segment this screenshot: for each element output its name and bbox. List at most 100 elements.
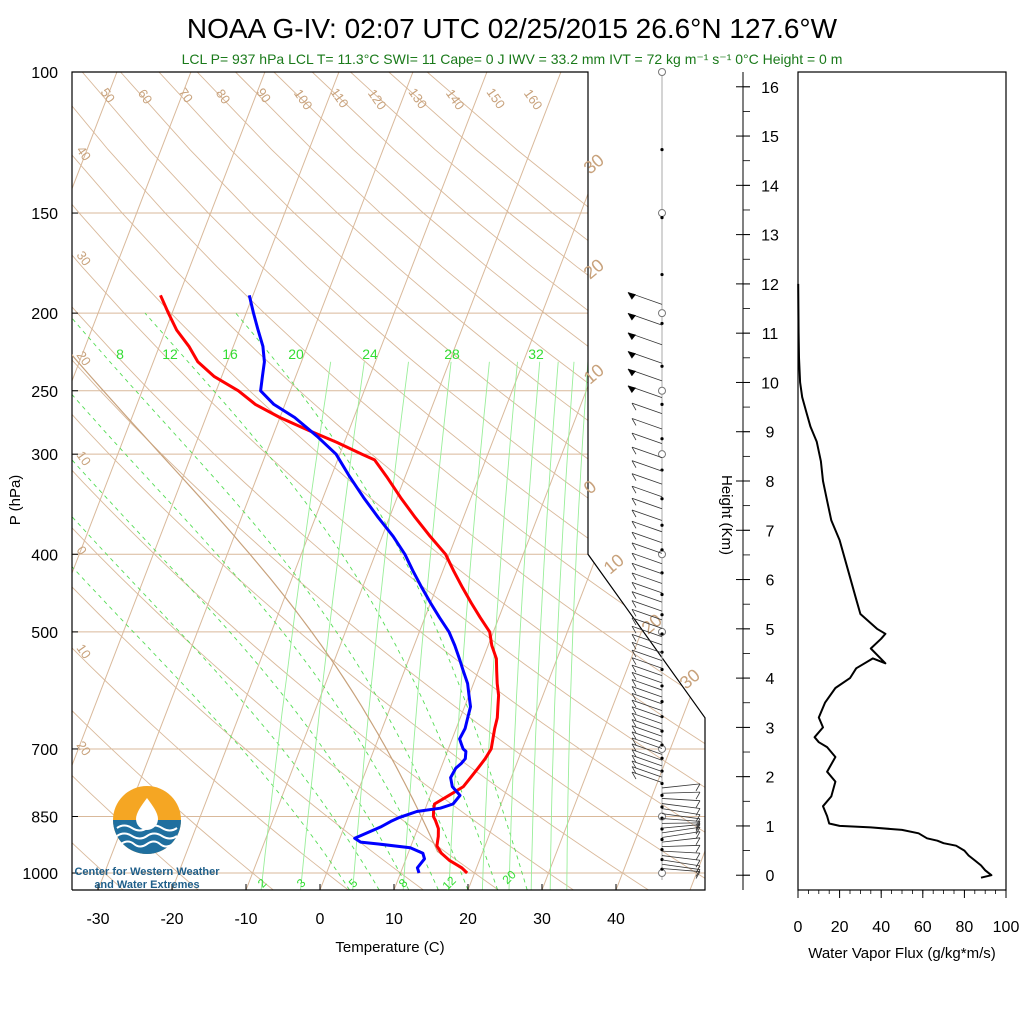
wind-barb	[631, 743, 663, 755]
y-axis-label: P (hPa)	[7, 475, 24, 526]
wind-barb-feather	[631, 725, 637, 733]
height-tick-label: 0	[766, 868, 775, 885]
wind-barb	[661, 831, 701, 838]
wind-barb-feather	[631, 634, 637, 642]
wind-level-dot	[660, 769, 664, 773]
wind-barb-feather	[695, 791, 701, 800]
wind-barb	[631, 749, 663, 761]
wind-barb	[631, 755, 663, 767]
wind-barb-pennant	[628, 332, 636, 340]
wind-level-dot	[660, 700, 664, 704]
flux-x-tick-label: 0	[794, 919, 803, 936]
wind-barb	[631, 641, 663, 654]
flux-x-tick-label: 40	[872, 919, 890, 936]
x-axis-label: Temperature (C)	[335, 939, 444, 956]
wind-level-dot	[660, 216, 664, 220]
wind-level-dot	[660, 650, 664, 654]
wind-barb	[631, 591, 663, 603]
mixing-ratio-label: 8	[116, 346, 124, 362]
wind-barb-feather	[631, 626, 637, 634]
wind-barb	[631, 649, 663, 661]
wind-barb-feather	[631, 617, 637, 626]
height-tick-label: 11	[762, 326, 779, 343]
wind-barb	[631, 771, 663, 783]
wind-barb	[631, 672, 663, 684]
wind-barb	[631, 473, 663, 485]
wind-barb	[661, 791, 701, 794]
y-tick-label: 500	[31, 625, 58, 642]
dry-adiabat-line	[81, 72, 705, 890]
wind-barb-feather	[631, 743, 637, 752]
wind-barb-feather	[631, 755, 637, 763]
wind-barb-feather	[695, 783, 701, 792]
x-tick-label: 0	[316, 911, 325, 928]
wind-barb-feather	[631, 498, 637, 506]
wind-barb-feather	[631, 582, 637, 590]
height-tick-label: 15	[761, 129, 779, 146]
wind-barb	[631, 625, 663, 638]
wind-level-circle	[658, 68, 666, 76]
wind-barb	[631, 460, 663, 472]
wind-barb-feather	[631, 563, 637, 571]
temperature-line	[159, 294, 501, 875]
mixing-ratio-label: 20	[288, 346, 304, 362]
wind-level-dot	[660, 756, 664, 760]
mixing-ratio-line	[566, 361, 589, 890]
wind-barb	[631, 520, 663, 533]
wind-barb-feather	[631, 486, 637, 494]
wind-level-dot	[660, 632, 664, 636]
wind-barb	[631, 725, 663, 737]
wind-barb	[631, 731, 663, 743]
dry-adiabat-line	[72, 72, 705, 890]
height-tick-label: 8	[766, 474, 775, 491]
wind-barb	[631, 693, 663, 705]
wind-barb	[661, 868, 701, 872]
flux-x-tick-label: 60	[914, 919, 932, 936]
isotherm-line	[171, 72, 488, 890]
wind-level-dot	[660, 592, 664, 597]
mixing-ratio-line	[448, 361, 490, 890]
wind-barb-feather	[631, 686, 637, 694]
dry-adiabat-line	[72, 72, 705, 890]
wind-level-dot	[660, 548, 664, 552]
logo-line-1: Center for Western Weather	[74, 866, 220, 878]
wind-level-circle	[658, 812, 666, 821]
wind-barb-pennant	[628, 292, 636, 300]
height-tick-label: 14	[761, 178, 779, 195]
mixing-ratio-line	[300, 361, 365, 890]
wind-barb	[631, 686, 663, 698]
wind-barb-feather	[631, 693, 637, 701]
mixing-ratio-line	[260, 361, 332, 890]
wind-level-dot	[660, 272, 664, 277]
isotherm-line	[97, 72, 414, 890]
x-tick-label: 20	[459, 911, 477, 928]
wind-barb-feather	[631, 699, 637, 708]
wind-barb	[661, 813, 701, 820]
wind-barb	[661, 783, 701, 789]
wind-barb	[631, 509, 663, 521]
dewpoint-line	[247, 294, 472, 874]
wind-barb	[661, 824, 701, 829]
wind-barb-feather	[631, 657, 637, 665]
mixing-ratio-label: 28	[444, 346, 460, 362]
wind-barb	[631, 432, 663, 444]
wind-barb	[631, 485, 663, 498]
wind-barb-feather	[695, 869, 701, 877]
wind-barb-feather	[631, 771, 637, 780]
height-axis-label: Height (Km)	[718, 475, 735, 555]
wind-barb	[631, 418, 663, 430]
wind-barb-feather	[631, 600, 637, 608]
wind-barb	[661, 837, 701, 843]
wind-barb	[631, 608, 663, 621]
left-label: 30	[74, 248, 95, 268]
wind-barb	[661, 844, 701, 848]
wind-level-circle	[658, 386, 666, 395]
dry-adiabat-line	[72, 72, 424, 890]
wind-barb-feather	[631, 766, 637, 774]
theta-label: 50	[98, 85, 119, 105]
wind-barb	[631, 679, 663, 691]
mixing-ratio-line	[481, 361, 518, 890]
wind-barb-feather	[695, 852, 701, 861]
height-tick-label: 13	[761, 228, 779, 245]
